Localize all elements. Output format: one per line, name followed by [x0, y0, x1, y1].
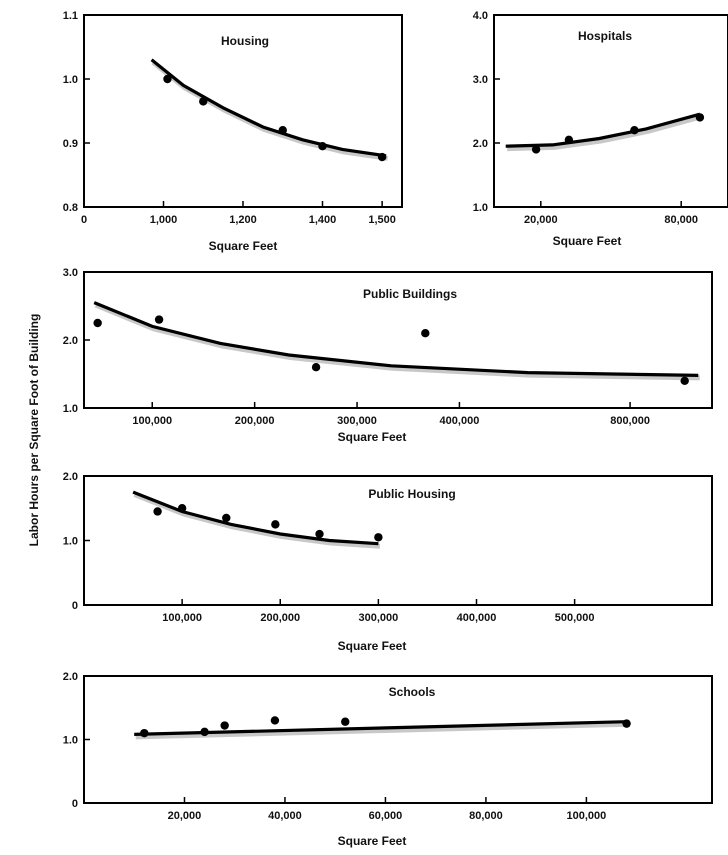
data-point: [311, 363, 321, 372]
x-tick-label: 80,000: [469, 810, 503, 822]
x-tick-label: 300,000: [358, 612, 398, 624]
data-point: [341, 717, 350, 726]
y-tick-label: 2.0: [63, 335, 78, 347]
x-tick-label: 100,000: [162, 612, 202, 624]
y-tick-label: 1.0: [63, 74, 78, 86]
x-tick-label: 100,000: [132, 415, 172, 427]
data-point: [177, 504, 187, 513]
panel-title: Housing: [221, 34, 269, 48]
data-point: [377, 152, 387, 162]
y-tick-label: 1.0: [63, 536, 78, 548]
panel-housing: 0.8 0.9 1.0 1.1 0 1,000 1,200 1,400 1,500 Housing…: [63, 10, 403, 253]
data-point: [531, 145, 541, 154]
x-axis-label: Square Feet: [338, 430, 407, 444]
data-point: [695, 113, 705, 122]
fit-curve: [93, 301, 699, 377]
x-tick-label: 400,000: [457, 612, 497, 624]
x-tick-label: 400,000: [440, 415, 480, 427]
data-point: [270, 716, 280, 725]
data-point: [374, 533, 383, 542]
data-point: [199, 97, 208, 106]
data-point: [200, 727, 209, 737]
x-tick-label: 20,000: [168, 810, 202, 822]
panel-title: Public Buildings: [363, 287, 457, 301]
panel-title: Public Housing: [368, 487, 455, 501]
data-point: [318, 142, 327, 151]
data-point: [153, 507, 162, 516]
x-tick-label: 800,000: [610, 415, 650, 427]
fit-curve: [134, 720, 627, 736]
fit-curve: [150, 58, 387, 158]
data-point: [315, 529, 324, 539]
x-tick-label: 1,200: [229, 214, 257, 226]
x-tick-label: 200,000: [260, 612, 300, 624]
panel-public-buildings: 1.0 2.0 3.0 100,000 200,000 300,000 400,000 800…: [63, 267, 713, 444]
fit-curve-shadow: [133, 492, 381, 549]
panel-public-housing: 0 1.0 2.0 100,000 200,000 300,000 400,000 500,0…: [63, 471, 713, 653]
panel-title: Hospitals: [578, 29, 632, 43]
y-tick-label: 2.0: [63, 471, 78, 483]
y-axis-label: Labor Hours per Square Foot of Building: [27, 314, 41, 547]
x-tick-label: 60,000: [369, 810, 403, 822]
data-point: [163, 74, 172, 84]
data-point: [622, 719, 631, 728]
data-point: [278, 126, 287, 135]
y-tick-label: 0.9: [63, 138, 78, 150]
y-tick-label: 1.0: [63, 403, 78, 415]
data-point: [154, 315, 164, 324]
x-tick-label: 0: [81, 214, 87, 226]
data-point: [222, 513, 231, 523]
x-tick-label: 300,000: [337, 415, 377, 427]
y-tick-label: 2.0: [473, 138, 488, 150]
panel-frame: [493, 14, 728, 208]
y-tick-label: 3.0: [63, 267, 78, 279]
y-tick-label: 3.0: [473, 74, 488, 86]
data-point: [564, 135, 574, 144]
data-point: [630, 126, 639, 135]
y-tick-label: 1.1: [63, 10, 78, 22]
x-tick-label: 1,400: [309, 214, 337, 226]
y-tick-label: 0.8: [63, 202, 78, 214]
y-tick-label: 1.0: [63, 735, 78, 747]
data-point: [680, 376, 689, 385]
x-axis-label: Square Feet: [209, 239, 278, 253]
fit-curve-shadow: [94, 302, 700, 381]
y-tick-label: 2.0: [63, 671, 78, 683]
data-point: [140, 728, 149, 738]
data-point: [220, 721, 229, 730]
y-tick-label: 1.0: [473, 202, 488, 214]
y-tick-label: 4.0: [473, 10, 488, 22]
fit-curve-shadow: [135, 721, 629, 740]
x-tick-label: 1,000: [150, 214, 178, 226]
x-tick-label: 80,000: [664, 214, 698, 226]
data-point: [93, 318, 102, 328]
x-tick-label: 1,500: [368, 214, 396, 226]
panel-hospitals: 1.0 2.0 3.0 4.0 20,000 80,000 Hospitals Square …: [473, 10, 728, 248]
x-tick-label: 40,000: [268, 810, 302, 822]
x-tick-label: 500,000: [555, 612, 595, 624]
data-point: [421, 329, 430, 338]
x-tick-label: 20,000: [524, 214, 558, 226]
x-axis-label: Square Feet: [338, 834, 407, 848]
x-tick-label: 200,000: [235, 415, 275, 427]
x-axis-label: Square Feet: [553, 234, 622, 248]
y-tick-label: 0: [72, 798, 78, 810]
panel-title: Schools: [389, 685, 436, 699]
x-axis-label: Square Feet: [338, 639, 407, 653]
data-point: [271, 520, 280, 529]
panel-schools: 0 1.0 2.0 20,000 40,000 60,000 80,000 100,000 Sc…: [63, 671, 713, 848]
x-tick-label: 100,000: [567, 810, 607, 822]
y-tick-label: 0: [72, 600, 78, 612]
fit-curve: [132, 490, 379, 546]
fit-curve-shadow: [151, 60, 388, 161]
